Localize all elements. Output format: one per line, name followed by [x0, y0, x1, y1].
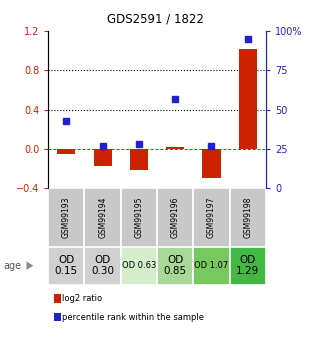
- Bar: [121, 247, 157, 285]
- Text: age: age: [3, 261, 21, 270]
- Text: OD 0.63: OD 0.63: [122, 261, 156, 270]
- Text: GSM99197: GSM99197: [207, 197, 216, 238]
- Text: OD
0.15: OD 0.15: [55, 255, 78, 276]
- Bar: [230, 188, 266, 247]
- Text: OD
0.30: OD 0.30: [91, 255, 114, 276]
- Bar: [193, 188, 230, 247]
- Bar: [85, 188, 121, 247]
- Point: [64, 118, 69, 123]
- Point: [209, 143, 214, 148]
- Bar: [230, 247, 266, 285]
- Text: GDS2591 / 1822: GDS2591 / 1822: [107, 12, 204, 25]
- Point: [173, 96, 178, 101]
- Text: GSM99195: GSM99195: [134, 197, 143, 238]
- Bar: [94, 149, 112, 166]
- Bar: [57, 149, 75, 154]
- Text: log2 ratio: log2 ratio: [62, 294, 102, 303]
- Text: OD 1.07: OD 1.07: [194, 261, 229, 270]
- Point: [245, 36, 250, 42]
- Bar: [85, 247, 121, 285]
- Text: OD
0.85: OD 0.85: [164, 255, 187, 276]
- Bar: [157, 247, 193, 285]
- Bar: [193, 247, 230, 285]
- Point: [137, 141, 142, 147]
- Text: GSM99194: GSM99194: [98, 197, 107, 238]
- Bar: [48, 188, 85, 247]
- Bar: [121, 188, 157, 247]
- Point: [100, 143, 105, 148]
- Bar: [130, 149, 148, 170]
- Bar: [239, 49, 257, 149]
- Bar: [166, 147, 184, 149]
- Text: percentile rank within the sample: percentile rank within the sample: [62, 313, 204, 322]
- Text: GSM99193: GSM99193: [62, 197, 71, 238]
- Text: GSM99198: GSM99198: [243, 197, 252, 238]
- Text: GSM99196: GSM99196: [171, 197, 180, 238]
- Bar: [48, 247, 85, 285]
- Text: OD
1.29: OD 1.29: [236, 255, 259, 276]
- Bar: [202, 149, 220, 178]
- Bar: [157, 188, 193, 247]
